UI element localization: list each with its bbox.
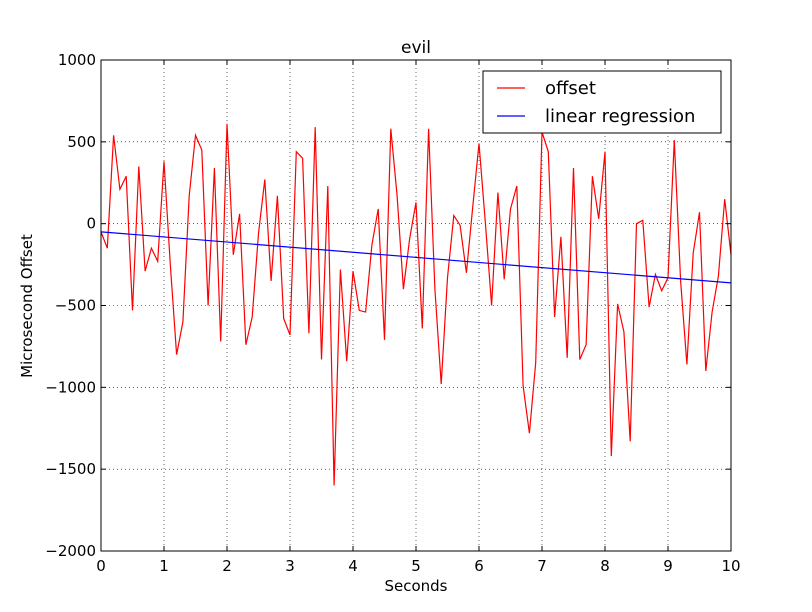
x-tick-label: 7 (537, 557, 547, 575)
y-tick-label: −1000 (45, 378, 96, 396)
y-tick-label: 500 (67, 133, 96, 151)
legend-box (482, 70, 722, 134)
ticks: 0 1 2 3 4 5 6 7 8 9 10 −2000 −1500 −1000 −500 0 500 1000 (45, 51, 740, 575)
y-axis-label: Microsecond Offset (18, 234, 36, 378)
x-tick-label: 1 (159, 557, 169, 575)
series-line-linear-regression (100, 231, 732, 284)
x-tick-label: 9 (663, 557, 673, 575)
x-tick-label: 10 (721, 557, 740, 575)
plot-frame (100, 59, 732, 552)
x-tick-label: 4 (348, 557, 358, 575)
series-layer (100, 123, 732, 486)
x-tick-label: 5 (411, 557, 421, 575)
x-tick-label: 0 (96, 557, 106, 575)
legend: offset linear regression (482, 70, 722, 134)
grid (100, 59, 732, 552)
y-tick-label: −2000 (45, 542, 96, 560)
x-tick-label: 6 (474, 557, 484, 575)
y-tick-label: 1000 (58, 51, 96, 69)
y-tick-label: −1500 (45, 460, 96, 478)
chart-title: evil (401, 38, 431, 58)
series-line-offset (100, 123, 732, 486)
x-tick-label: 8 (600, 557, 610, 575)
y-tick-label: −500 (55, 297, 96, 315)
legend-label-linear-regression: linear regression (545, 106, 695, 127)
x-tick-label: 2 (222, 557, 232, 575)
x-axis-label: Seconds (384, 577, 447, 595)
y-tick-label: 0 (86, 215, 96, 233)
legend-label-offset: offset (545, 78, 596, 99)
x-tick-label: 3 (285, 557, 295, 575)
